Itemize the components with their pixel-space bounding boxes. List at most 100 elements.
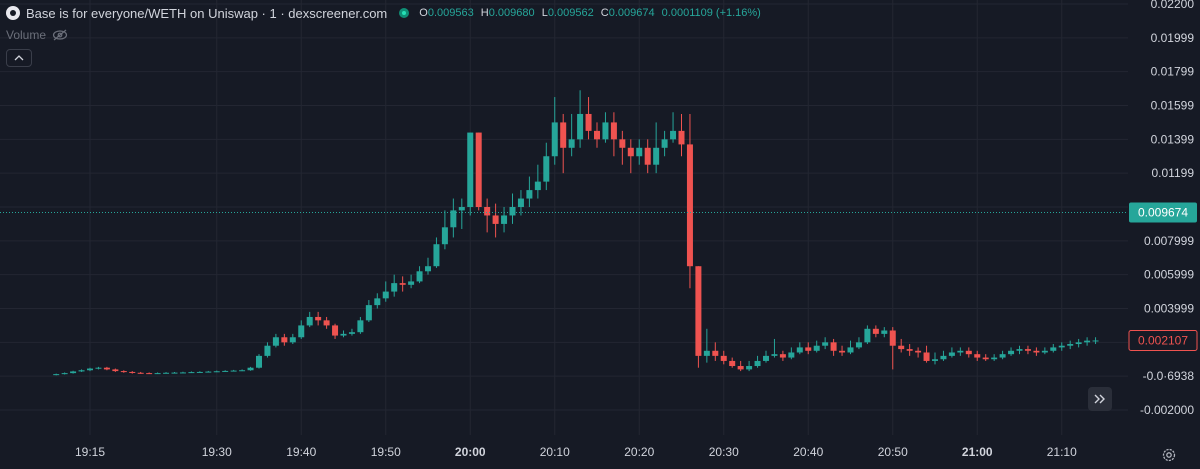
candle [475, 132, 482, 211]
candle-body [95, 367, 102, 369]
candle [889, 327, 896, 370]
candle [965, 347, 972, 358]
price-tick-label: 0.01999 [1151, 31, 1195, 45]
candle [999, 350, 1006, 360]
candle [1067, 340, 1074, 350]
candle [585, 97, 592, 140]
candle-body [670, 130, 677, 140]
candle-body [644, 147, 651, 165]
time-tick-label: 19:40 [286, 445, 316, 459]
candle-body [1050, 347, 1057, 351]
candle [788, 347, 795, 360]
candle-body [475, 132, 482, 207]
candle-body [948, 352, 955, 356]
candle [855, 337, 862, 350]
candle [1075, 338, 1082, 348]
price-tick-label: 0.02200 [1151, 0, 1195, 11]
candle-body [357, 320, 364, 333]
candle-body [982, 357, 989, 360]
candle-body [619, 139, 626, 148]
candle [763, 350, 769, 363]
candle [906, 344, 913, 356]
scroll-to-realtime-button[interactable] [1088, 387, 1112, 411]
candle-body [289, 337, 296, 343]
candle-body [399, 283, 406, 285]
candle [112, 368, 119, 372]
candle [974, 350, 981, 361]
candle [509, 193, 516, 224]
candle [120, 370, 127, 373]
candle [399, 276, 406, 292]
candle [501, 207, 508, 233]
candle-body [872, 328, 879, 334]
candle [779, 350, 786, 361]
candle [264, 342, 271, 358]
candle [467, 132, 474, 216]
candle [272, 333, 279, 348]
open-value: 0.009563 [427, 7, 474, 19]
candle [948, 347, 955, 358]
time-tick-label: 19:30 [202, 445, 232, 459]
candle [670, 112, 677, 143]
eye-off-icon[interactable] [52, 29, 68, 41]
candle-body [999, 354, 1006, 358]
candle [991, 354, 998, 361]
candle-body [543, 156, 550, 182]
candle-body [315, 316, 322, 321]
candle-body [281, 337, 288, 343]
candle-body [112, 369, 119, 372]
candle-body [847, 347, 854, 353]
volume-legend: Volume [6, 28, 68, 42]
candle-body [754, 360, 761, 367]
candle [129, 371, 136, 374]
candle [408, 274, 415, 289]
time-axis[interactable]: 19:15 19:30 19:40 19:50 20:00 20:10 20:20 20:30… [75, 445, 1077, 459]
candle [771, 338, 778, 358]
chart-settings-button[interactable] [1160, 446, 1178, 464]
ref-price-badge [1128, 330, 1198, 352]
candle [678, 113, 685, 157]
candle-body [551, 122, 558, 157]
candle-body [365, 305, 372, 321]
candle-body [416, 271, 423, 282]
candle-body [737, 366, 744, 370]
candle-body [1092, 340, 1099, 342]
candle [839, 345, 846, 356]
candle [95, 366, 102, 370]
collapse-legend-button[interactable] [6, 49, 32, 67]
candle-body [239, 370, 246, 372]
candle-body [653, 147, 660, 165]
candle [602, 112, 609, 143]
candle [323, 316, 330, 329]
candle-body [796, 347, 803, 353]
candle [348, 328, 355, 336]
status-dot-icon [399, 8, 410, 18]
candle [137, 371, 144, 374]
candle-body [729, 360, 736, 367]
candle-body [517, 198, 524, 207]
ohlc-values: O0.009563 H0.009680 L0.009562 C0.009674 … [419, 7, 761, 19]
candle-body [560, 122, 567, 148]
gear-icon [1162, 448, 1176, 462]
candle-body [298, 325, 305, 338]
candle [517, 190, 524, 216]
candle [256, 354, 262, 369]
candle [754, 355, 761, 368]
candle [847, 340, 854, 355]
candle-body [703, 350, 710, 356]
candle [703, 328, 710, 363]
candle-body [53, 374, 60, 376]
candle-body [196, 371, 203, 373]
candle [315, 311, 322, 326]
candle-body [923, 352, 930, 361]
candle [720, 350, 727, 365]
candle-body [450, 210, 457, 228]
candle [661, 130, 668, 157]
candle [864, 325, 871, 345]
candle-body [1016, 349, 1023, 351]
price-axis[interactable]: 0.02200 0.01999 0.01799 0.01599 0.01399 0.011… [1140, 0, 1194, 417]
candle-body [805, 347, 812, 351]
candle [796, 342, 803, 355]
candle [653, 122, 660, 174]
